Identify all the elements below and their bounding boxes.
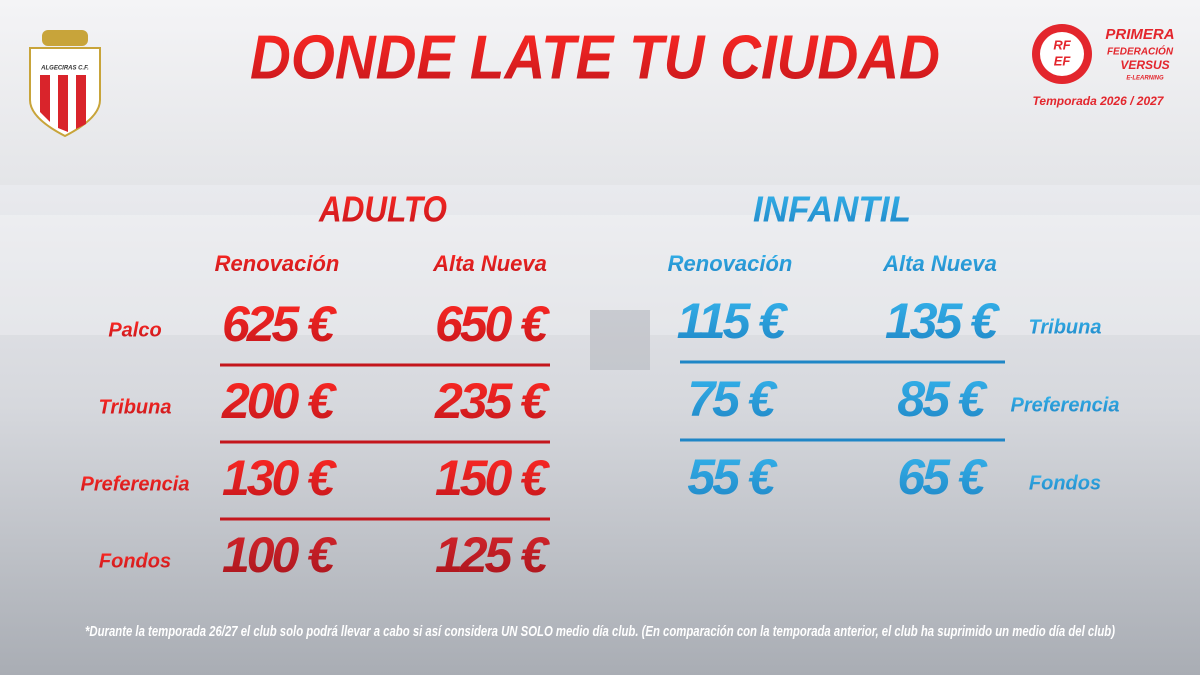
league-name: PRIMERA: [1105, 26, 1174, 43]
price: 235 €: [434, 373, 550, 429]
price: 85 €: [897, 371, 988, 427]
price: 200 €: [221, 373, 337, 429]
price: 75 €: [687, 371, 778, 427]
season: Temporada 2026 / 2027: [1033, 94, 1165, 108]
badge-bottom: EF: [1054, 53, 1072, 68]
league-sub: FEDERACIÓN: [1107, 45, 1174, 58]
price: 100 €: [222, 527, 337, 583]
header-band: [0, 0, 1200, 185]
league-logo: RF EF PRIMERA FEDERACIÓN VERSUS E-LEARNI…: [1032, 24, 1175, 108]
club-name: ALGECIRAS C.F.: [40, 66, 89, 72]
row-label: Fondos: [1029, 472, 1101, 494]
stands: [0, 215, 1200, 370]
price: 625 €: [222, 296, 337, 352]
price: 130 €: [222, 450, 337, 506]
row-label: Fondos: [99, 550, 171, 572]
footnote: *Durante la temporada 26/27 el club solo…: [85, 623, 1115, 640]
row-label: Preferencia: [1011, 394, 1120, 416]
adulto-title: ADULTO: [318, 189, 447, 230]
price: 150 €: [435, 450, 550, 506]
sponsor-sub: E-LEARNING: [1126, 76, 1164, 82]
price: 65 €: [897, 449, 988, 505]
column-header: Alta Nueva: [432, 251, 547, 276]
column-header: Renovación: [215, 251, 340, 276]
row-label: Tribuna: [99, 396, 172, 418]
price: 115 €: [677, 293, 789, 349]
row-label: Palco: [108, 319, 161, 341]
row-label: Preferencia: [81, 473, 190, 495]
title: DONDE LATE TU CIUDAD: [250, 23, 940, 92]
column-header: Alta Nueva: [882, 251, 997, 276]
price: 650 €: [435, 296, 550, 352]
row-label: Tribuna: [1029, 316, 1102, 338]
stadium-background: [0, 185, 1200, 675]
infantil-title: INFANTIL: [753, 189, 911, 230]
price: 125 €: [435, 527, 550, 583]
badge-top: RF: [1053, 37, 1071, 52]
price: 55 €: [687, 449, 778, 505]
club-logo: ALGECIRAS C.F.: [29, 30, 101, 138]
sponsor: VERSUS: [1120, 58, 1169, 72]
price: 135 €: [885, 293, 1000, 349]
column-header: Renovación: [668, 251, 793, 276]
